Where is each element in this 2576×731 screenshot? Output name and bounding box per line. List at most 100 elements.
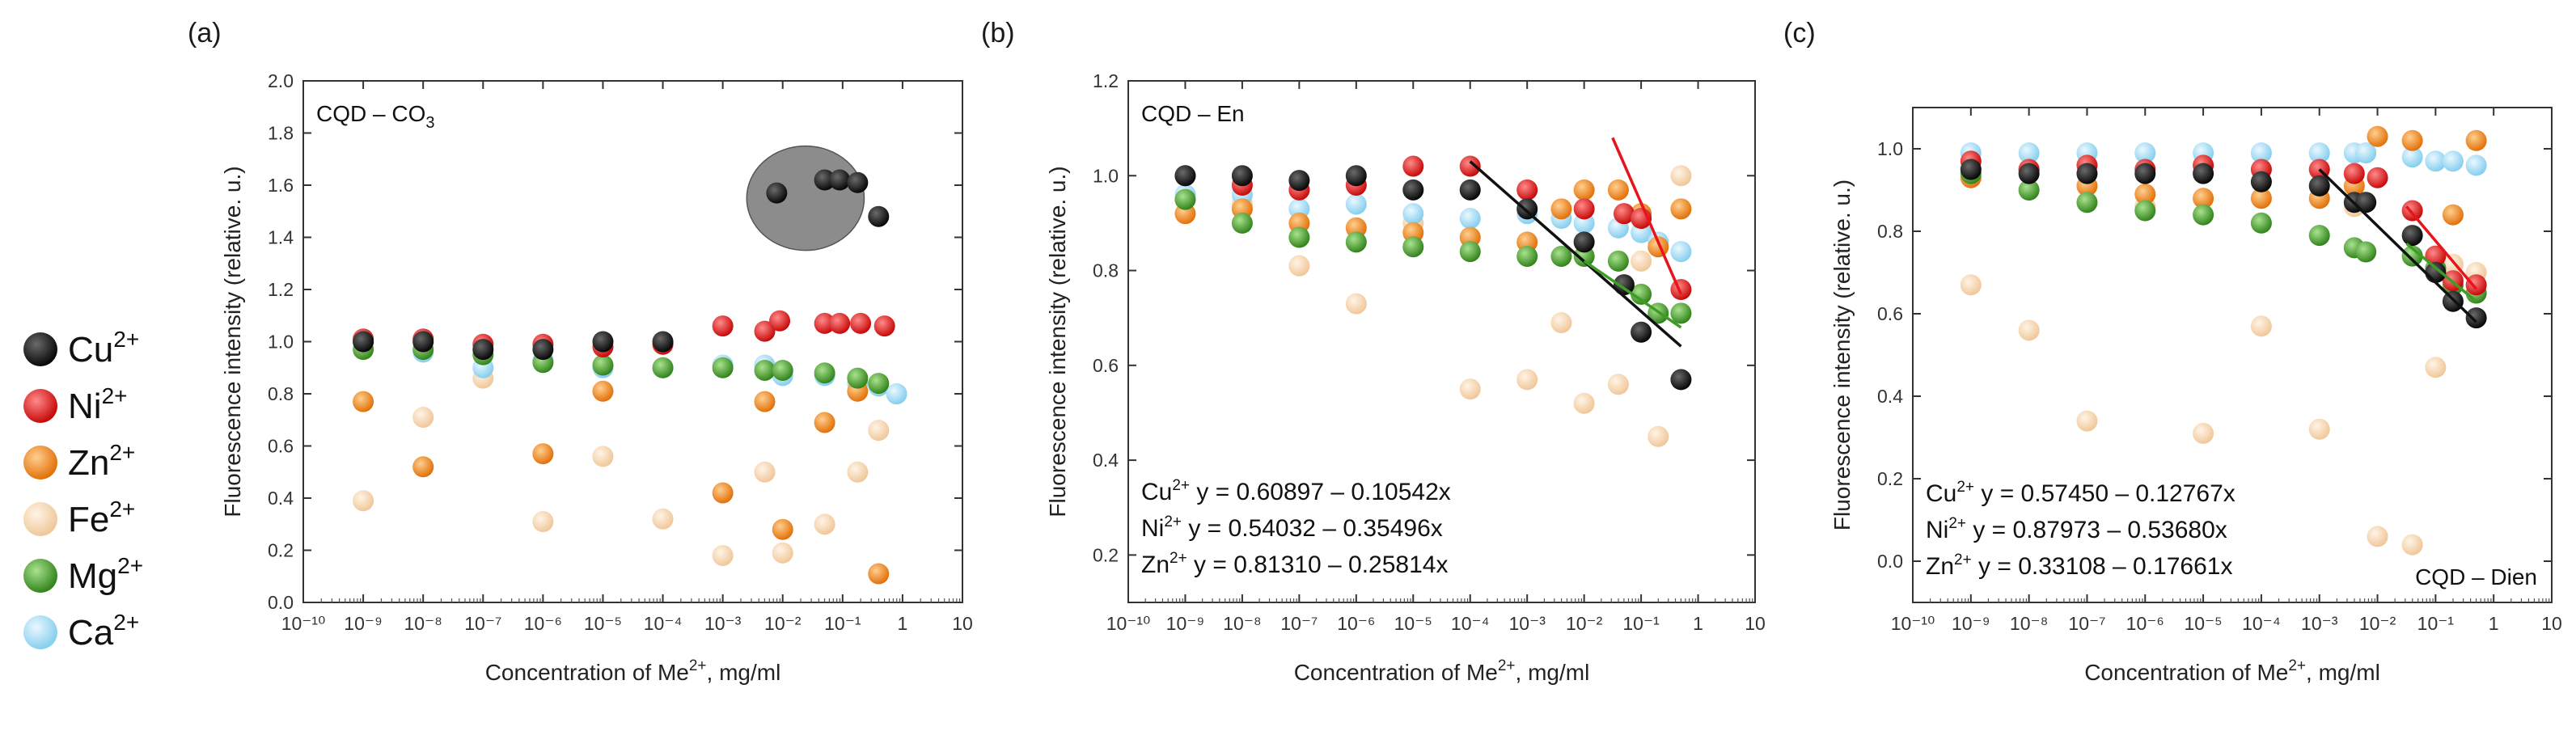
point-zn <box>1670 198 1692 220</box>
point-fe <box>353 490 374 512</box>
point-mg <box>1174 188 1196 210</box>
point-ni <box>769 310 791 332</box>
point-zn <box>592 380 614 402</box>
equation-cu: Cu2+ y = 0.57450 – 0.12767x <box>1926 479 2235 507</box>
point-cu <box>2355 192 2377 213</box>
point-zn <box>712 482 734 504</box>
point-cu <box>2465 307 2487 329</box>
x-tick-label: 10⁻⁸ <box>1223 613 1261 634</box>
point-zn <box>2401 129 2423 151</box>
equation-ni: Ni2+ y = 0.54032 – 0.35496x <box>1141 513 1443 542</box>
point-zn <box>1550 198 1572 220</box>
legend-marker-cu <box>23 332 57 366</box>
point-cu <box>2076 163 2098 184</box>
point-cu <box>2308 175 2330 196</box>
x-axis-title-text: Concentration of Me <box>485 660 689 685</box>
point-zn <box>868 563 890 585</box>
point-fe <box>2193 422 2214 444</box>
point-mg <box>1231 212 1253 234</box>
point-zn <box>1573 179 1595 201</box>
x-axis-title-suffix: , mg/ml <box>707 660 781 685</box>
equation-text: y = 0.87973 – 0.53680x <box>1966 517 2227 543</box>
inset-label: CQD – CO3 <box>316 101 434 132</box>
point-zn <box>2367 125 2388 147</box>
y-tick-label: 0.8 <box>1877 221 1903 242</box>
point-ni <box>2401 200 2423 222</box>
equation-text: y = 0.57450 – 0.12767x <box>1974 480 2235 507</box>
fit-line-mg <box>1583 260 1682 329</box>
point-mg <box>2308 225 2330 247</box>
point-mg <box>847 367 869 389</box>
point-ni <box>1670 279 1692 300</box>
point-fe <box>754 461 776 483</box>
y-tick-label: 1.0 <box>1877 138 1903 159</box>
equation-charge: 2+ <box>1172 477 1190 494</box>
legend-ion: Zn <box>68 443 109 483</box>
point-cu <box>1960 158 1982 180</box>
point-mg <box>2076 192 2098 213</box>
point-ca <box>2308 142 2330 164</box>
point-mg <box>1670 302 1692 324</box>
x-tick-label: 10⁻⁹ <box>344 613 383 634</box>
point-zn <box>532 443 554 465</box>
fit-line-ni <box>1611 137 1683 295</box>
equation-ion: Zn <box>1141 551 1170 578</box>
point-cu <box>1459 179 1481 201</box>
panel-1: (a) 10⁻¹⁰ 10⁻⁹ 10⁻⁸ 10⁻⁷ 10⁻⁶ 10⁻⁵ 10⁻⁴ 10⁻³ 10⁻²… <box>188 18 973 685</box>
point-zn <box>2193 188 2214 209</box>
point-mg <box>1459 241 1481 263</box>
point-ca <box>2465 154 2487 176</box>
point-mg <box>2401 245 2423 267</box>
x-axis-title: Concentration of Me2+, mg/ml <box>485 657 781 685</box>
point-mg <box>2250 212 2272 234</box>
x-tick-label: 10⁻⁴ <box>2242 613 2281 634</box>
point-mg <box>1631 283 1652 305</box>
point-zn <box>754 391 776 412</box>
point-cu <box>1670 369 1692 391</box>
x-axis-title-text: Concentration of Me <box>2084 660 2288 685</box>
point-ni <box>1516 179 1538 201</box>
x-axis-title-sup: 2+ <box>2288 657 2306 674</box>
y-tick-label: 0.4 <box>1877 386 1903 407</box>
point-ca <box>2250 142 2272 164</box>
point-cu <box>766 182 788 204</box>
x-tick-label: 10⁻⁹ <box>1952 613 1990 634</box>
legend-label-ni: Ni2+ <box>68 383 128 426</box>
point-ca <box>2355 142 2377 164</box>
x-tick-label: 1 <box>2489 613 2499 634</box>
x-tick-label: 10 <box>952 613 973 634</box>
equation-text: y = 0.33108 – 0.17661x <box>1972 553 2233 580</box>
equation-ion: Cu <box>1926 480 1956 507</box>
point-cu <box>847 171 869 193</box>
point-zn <box>2465 129 2487 151</box>
point-mg <box>2018 180 2040 201</box>
point-zn <box>2442 204 2464 226</box>
x-tick-label: 10⁻⁶ <box>1337 613 1375 634</box>
point-fe <box>1960 274 1982 296</box>
equation-ion: Ni <box>1141 515 1164 542</box>
point-mg <box>814 362 835 384</box>
point-fe <box>1345 293 1367 315</box>
legend-charge: 2+ <box>117 553 143 578</box>
point-cu <box>532 339 554 361</box>
point-ca <box>2442 150 2464 172</box>
point-mg <box>1607 250 1629 272</box>
legend-marker-ca <box>23 615 57 649</box>
y-axis-title: Fluorescence intensity (relative. u.) <box>220 166 245 517</box>
x-tick-label: 10⁻³ <box>704 613 742 634</box>
point-mg <box>1288 226 1310 248</box>
x-tick-label: 10⁻⁴ <box>644 613 683 634</box>
point-ni <box>1573 198 1595 220</box>
y-tick-label: 1.8 <box>268 123 294 144</box>
x-axis-title-text: Concentration of Me <box>1294 660 1498 685</box>
x-tick-label: 10⁻⁷ <box>1280 613 1318 634</box>
point-cu <box>868 205 890 227</box>
point-fe <box>847 461 869 483</box>
point-fe <box>2018 319 2040 341</box>
point-mg <box>1402 236 1424 258</box>
point-mg <box>1345 231 1367 253</box>
point-zn <box>814 412 835 433</box>
y-tick-label: 0.4 <box>268 488 294 509</box>
x-axis-title: Concentration of Me2+, mg/ml <box>2084 657 2380 685</box>
